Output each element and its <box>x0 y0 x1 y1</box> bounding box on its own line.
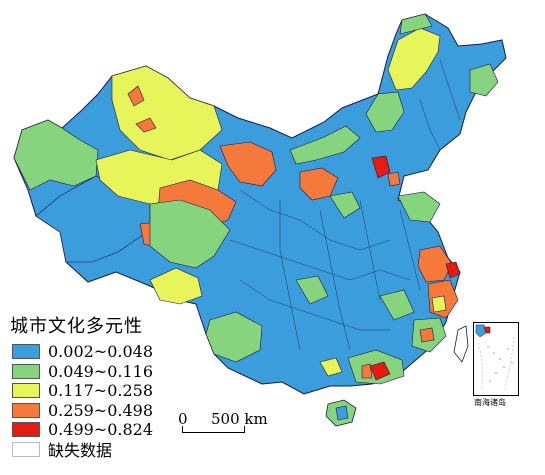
legend: 城市文化多元性 0.002~0.048 0.049~0.116 0.117~0.… <box>6 312 196 460</box>
prefecture-boundaries <box>229 59 461 351</box>
region-northeast-green-east <box>469 63 499 97</box>
region-taiwan <box>453 325 469 363</box>
legend-item: 0.259~0.498 <box>6 401 196 421</box>
region-xinjiang-west-green <box>13 119 99 191</box>
legend-swatch <box>12 363 40 379</box>
region-guangdong-orange <box>361 363 373 379</box>
legend-label: 缺失数据 <box>48 441 113 461</box>
scale-zero-label: 0 <box>178 410 188 428</box>
region-shandong-green <box>397 191 441 223</box>
legend-swatch <box>12 344 40 360</box>
region-xinjiang-orange-2 <box>135 117 157 133</box>
scale-bar: 0 500 km <box>176 408 286 438</box>
region-fujian-orange <box>419 327 435 343</box>
region-shanghai-red <box>445 261 461 279</box>
region-hainan-blue <box>335 405 349 421</box>
legend-label: 0.002~0.048 <box>48 342 154 362</box>
legend-swatch <box>12 383 40 399</box>
region-gansu-orange <box>219 141 277 187</box>
region-heilongjiang-green <box>399 13 433 35</box>
region-central-green-1 <box>329 191 361 219</box>
legend-label: 0.117~0.258 <box>48 381 154 401</box>
region-central-green-2 <box>295 275 329 305</box>
region-zhejiang-yellow <box>431 295 447 313</box>
scale-tick <box>244 426 245 433</box>
region-inner-mongolia-east-green <box>365 91 405 133</box>
legend-item: 0.117~0.258 <box>6 381 196 401</box>
region-heilongjiang-north <box>387 27 441 91</box>
region-central-green-3 <box>379 289 415 321</box>
inset-map <box>475 324 515 390</box>
inset-label: 南海诸岛 <box>474 398 506 407</box>
region-inner-mongolia-central-green <box>289 125 361 165</box>
scale-distance-label: 500 km <box>211 410 268 428</box>
scale-line <box>182 432 244 433</box>
region-tibet-yellow <box>149 267 203 305</box>
legend-label: 0.259~0.498 <box>48 400 154 420</box>
legend-item: 0.499~0.824 <box>6 420 196 440</box>
legend-title: 城市文化多元性 <box>10 316 143 337</box>
region-tibet-green <box>149 199 231 269</box>
region-guangxi-yellow <box>319 357 343 377</box>
region-yunnan-green <box>205 311 263 363</box>
legend-item: 0.002~0.048 <box>6 342 196 362</box>
region-hebei-red <box>371 155 391 179</box>
legend-swatch <box>12 441 40 457</box>
legend-item: 0.049~0.116 <box>6 362 196 382</box>
legend-swatch <box>12 402 40 418</box>
region-jiangsu-orange <box>417 245 453 283</box>
legend-label: 0.049~0.116 <box>48 361 154 381</box>
region-tianjin-orange <box>387 171 401 187</box>
region-xinjiang-orange-1 <box>127 85 145 107</box>
region-guangdong-red <box>369 361 391 381</box>
legend-label: 0.499~0.824 <box>48 420 154 440</box>
legend-item: 缺失数据 <box>6 440 196 460</box>
south-china-sea-inset <box>473 322 519 396</box>
legend-swatch <box>12 422 40 438</box>
scale-tick <box>182 426 183 433</box>
